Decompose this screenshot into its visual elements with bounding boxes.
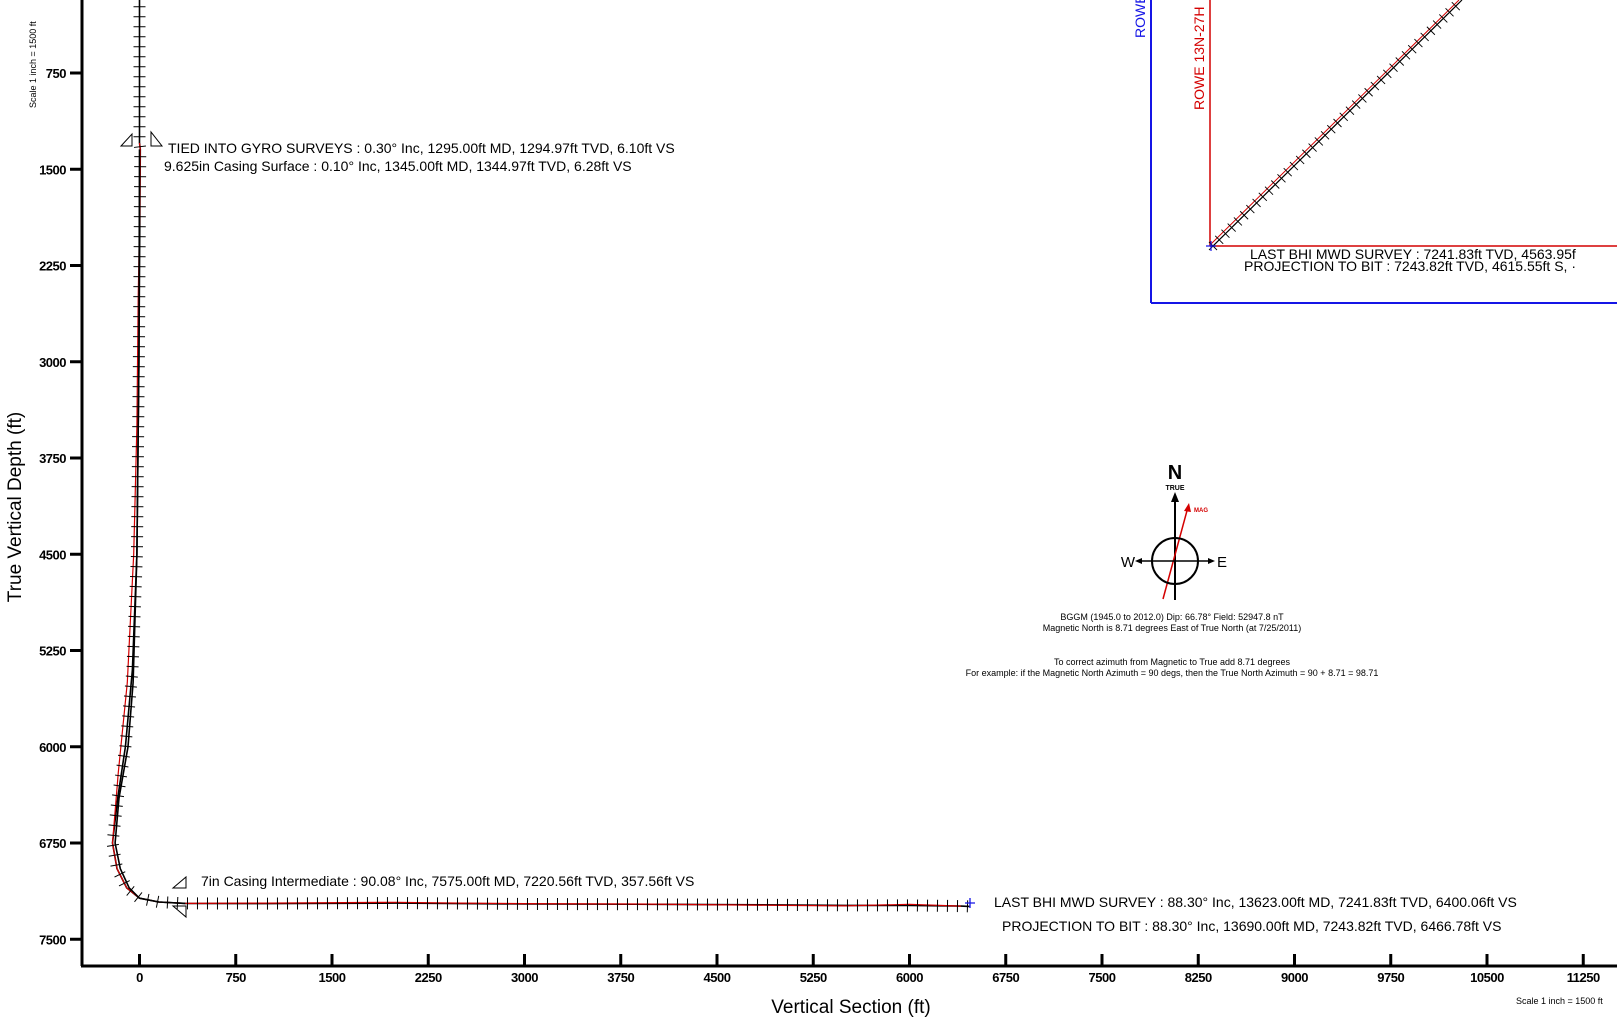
y-tick-label: 2250 [39,259,66,274]
north-letter: N [1168,462,1182,484]
y-axis-title: True Vertical Depth (ft) [5,412,26,602]
x-tick-label: 3000 [511,970,538,985]
series-layer [113,0,970,906]
y-tick-label: 750 [46,66,66,81]
y-tick-label: 6000 [39,740,66,755]
magnetic-info-line1: BGGM (1945.0 to 2012.0) Dip: 66.78° Fiel… [1060,612,1284,622]
survey-mark [109,825,121,826]
x-tick-label: 0 [136,970,143,985]
annotation-last-survey: LAST BHI MWD SURVEY : 88.30° Inc, 13623.… [994,894,1517,910]
x-tick-label: 8250 [1185,970,1212,985]
survey-mark [134,146,146,147]
x-tick-label: 6000 [896,970,923,985]
annotation-tie-in: TIED INTO GYRO SURVEYS : 0.30° Inc, 1295… [168,140,675,156]
east-arrowhead [1208,558,1215,564]
x-tick-label: 11250 [1567,970,1600,985]
y-tick-label: 3750 [39,451,66,466]
west-arrowhead [1135,558,1142,564]
y-tick-label: 4500 [39,547,66,562]
series-line-0 [113,0,970,906]
survey-mark [167,896,168,908]
annotation-projection: PROJECTION TO BIT : 88.30° Inc, 13690.00… [1002,918,1501,934]
mag-north-label: MAG [1194,508,1208,514]
east-letter: E [1217,554,1227,571]
inset-red-label: ROWE 13N-27H [1191,7,1207,110]
series-line-1 [113,143,961,906]
tie-in-left-symbol [121,134,132,146]
inset-projection: PROJECTION TO BIT : 7243.82ft TVD, 4615.… [1244,258,1576,274]
x-tick-label: 9000 [1281,970,1308,985]
true-north-arrowhead [1171,492,1179,502]
x-tick-label: 5250 [800,970,827,985]
annotation-surface-casing: 9.625in Casing Surface : 0.10° Inc, 1345… [164,158,632,174]
inset-blue-label: ROWE [1132,0,1148,38]
x-tick-label: 2250 [415,970,442,985]
west-letter: W [1121,554,1136,571]
x-tick-label: 3750 [607,970,634,985]
mag-north-arrowhead [1184,503,1191,512]
intermediate-upper-symbol [173,877,186,888]
x-ticks: 0 750 1500 2250 3000 3750 4500 5250 6000 6750 7500… [136,954,1600,985]
survey-mark [111,805,123,806]
x-tick-label: 4500 [704,970,731,985]
y-tick-label: 6750 [39,836,66,851]
x-tick-label: 750 [226,970,246,985]
survey-mark [110,815,122,816]
x-axis-title: Vertical Section (ft) [771,997,930,1018]
series-line-2 [115,149,185,903]
x-tick-label: 1500 [319,970,346,985]
tie-in-right-symbol [151,132,162,146]
annotation-intermediate-casing: 7in Casing Intermediate : 90.08° Inc, 75… [201,873,694,889]
magnetic-info-line4: For example: if the Magnetic North Azimu… [966,668,1379,678]
casing-symbols [121,132,975,917]
survey-mark [107,835,119,836]
x-tick-label: 6750 [992,970,1019,985]
intermediate-lower-symbol [173,906,186,917]
y-tick-label: 7500 [39,932,66,947]
scale-note-bottom: Scale 1 inch = 1500 ft [1516,996,1603,1006]
y-tick-label: 1500 [39,162,66,177]
y-ticks: 750 1500 2250 3000 3750 4500 5250 6000 6750 7500 [39,66,82,947]
y-tick-label: 3000 [39,355,66,370]
survey-mark [177,897,178,909]
scale-note-left: Scale 1 inch = 1500 ft [28,21,38,108]
plan-view-inset: ROWE ROWE 13N-27H LAST BHI MWD SURVEY : … [1132,0,1617,303]
x-tick-label: 10500 [1470,970,1504,985]
true-north-label: TRUE [1165,485,1184,492]
x-tick-label: 7500 [1089,970,1116,985]
inset-bit-cross [1206,241,1216,251]
compass: N TRUE MAG W E BGGM (1945.0 to 2012.0) D… [966,462,1379,678]
magnetic-info-line3: To correct azimuth from Magnetic to True… [1054,657,1291,667]
magnetic-info-line2: Magnetic North is 8.71 degrees East of T… [1043,623,1301,633]
inset-survey-marks [1209,2,1460,250]
x-tick-label: 9750 [1377,970,1404,985]
y-tick-label: 5250 [39,644,66,659]
